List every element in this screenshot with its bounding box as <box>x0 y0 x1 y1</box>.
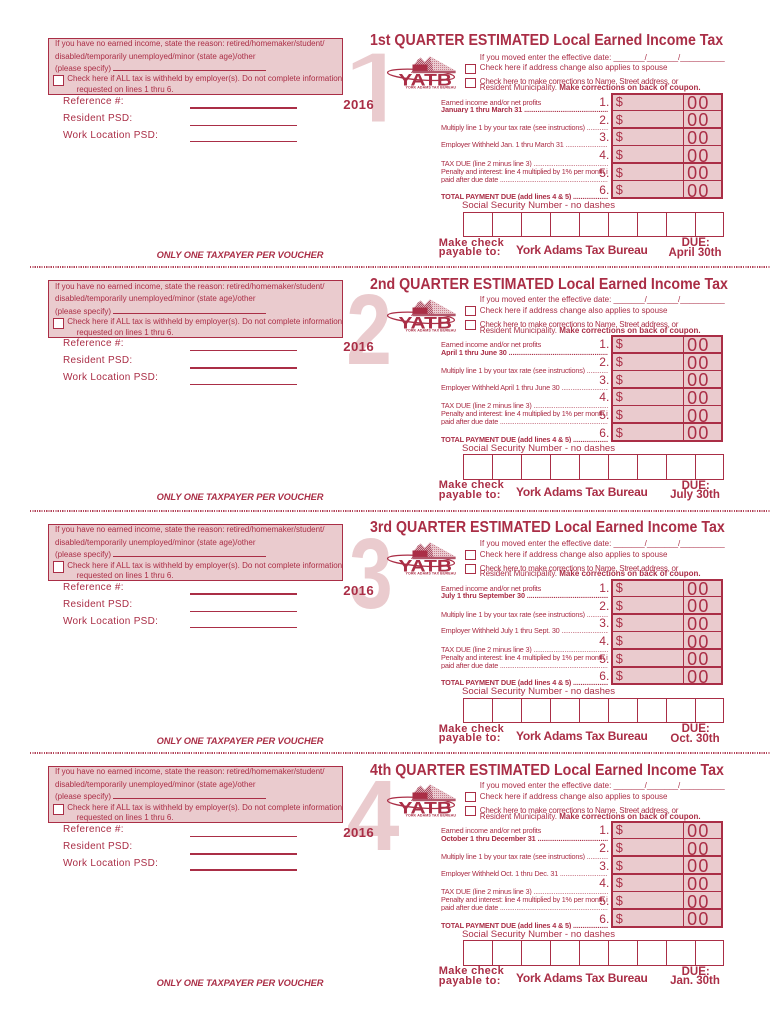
svg-text:YORK ADAMS TAX BUREAU: YORK ADAMS TAX BUREAU <box>406 571 457 575</box>
svg-text:YATB: YATB <box>399 800 452 818</box>
svg-text:YORK ADAMS TAX BUREAU: YORK ADAMS TAX BUREAU <box>406 85 457 89</box>
svg-text:YORK ADAMS TAX BUREAU: YORK ADAMS TAX BUREAU <box>406 814 457 818</box>
svg-text:YATB: YATB <box>399 314 452 332</box>
svg-text:YATB: YATB <box>399 557 452 575</box>
svg-text:YORK ADAMS TAX BUREAU: YORK ADAMS TAX BUREAU <box>406 328 457 332</box>
svg-text:YATB: YATB <box>399 71 452 89</box>
